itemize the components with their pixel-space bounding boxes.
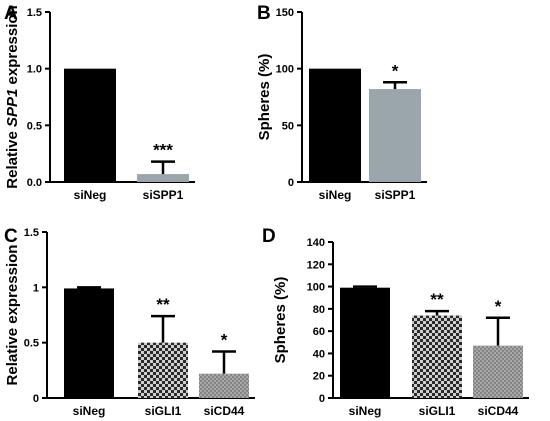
y-tick-label: 1: [33, 282, 39, 294]
y-tick-label: 0: [33, 393, 39, 405]
y-tick-label: 140: [307, 237, 325, 249]
bar-sineg: [64, 68, 116, 182]
y-axis-label: Relative expression: [4, 245, 21, 386]
bar-sispp1: [137, 174, 189, 182]
significance-label: **: [430, 290, 444, 309]
significance-label: *: [392, 61, 399, 80]
chart-panel-b: B Spheres (%) 0 50 100 150 siNeg * siSPP1: [256, 3, 427, 202]
y-tick-label: 0: [288, 177, 294, 189]
x-category-label: siNeg: [319, 188, 352, 202]
y-tick-label: 150: [276, 7, 294, 19]
y-tick-label: 1.5: [27, 7, 42, 19]
significance-label: *: [495, 297, 502, 316]
x-category-label: siNeg: [349, 404, 382, 418]
y-tick-label: 1.0: [27, 64, 42, 76]
panel-letter: C: [4, 226, 18, 247]
x-category-label: siSPP1: [143, 188, 184, 202]
x-category-label: siCD44: [478, 404, 519, 418]
y-tick-label: 0.5: [27, 120, 42, 132]
bar-sispp1: [369, 89, 421, 182]
chart-panel-d: D Spheres (%) 0 20 40 60 80 100 120 140 siNeg ** siG…: [262, 226, 529, 418]
y-tick-label: 40: [313, 348, 325, 360]
panel-letter: A: [4, 3, 18, 24]
y-tick-label: 60: [313, 326, 325, 338]
y-tick-label: 80: [313, 304, 325, 316]
y-tick-label: 0.5: [24, 338, 39, 350]
y-tick-label: 1.5: [24, 227, 39, 239]
significance-label: *: [221, 331, 228, 350]
y-tick-label: 0: [319, 393, 325, 405]
x-category-label: siGLI1: [419, 404, 456, 418]
bar-sineg: [64, 288, 114, 398]
bar-sineg: [340, 287, 390, 398]
x-category-label: siNeg: [74, 188, 107, 202]
significance-label: **: [156, 295, 170, 314]
bar-sicd44: [199, 373, 249, 398]
y-axis-label: Spheres (%): [256, 54, 273, 141]
y-tick-label: 120: [307, 259, 325, 271]
y-tick-label: 20: [313, 371, 325, 383]
x-category-label: siSPP1: [375, 188, 416, 202]
y-tick-label: 50: [282, 120, 294, 132]
x-category-label: siNeg: [73, 404, 106, 418]
y-tick-label: 100: [276, 64, 294, 76]
y-axis-label: Relative SPP1 expression: [4, 5, 21, 188]
bar-sicd44: [473, 345, 523, 398]
bar-sigli1: [138, 342, 188, 398]
panel-letter: B: [257, 3, 271, 24]
bar-sineg: [309, 68, 361, 182]
x-category-label: siCD44: [204, 404, 245, 418]
panel-letter: D: [262, 226, 276, 247]
significance-label: ***: [153, 141, 173, 160]
y-tick-label: 0.0: [27, 177, 42, 189]
bar-sigli1: [412, 315, 462, 398]
y-tick-label: 100: [307, 282, 325, 294]
y-axis-label: Spheres (%): [272, 277, 289, 364]
x-category-label: siGLI1: [145, 404, 182, 418]
